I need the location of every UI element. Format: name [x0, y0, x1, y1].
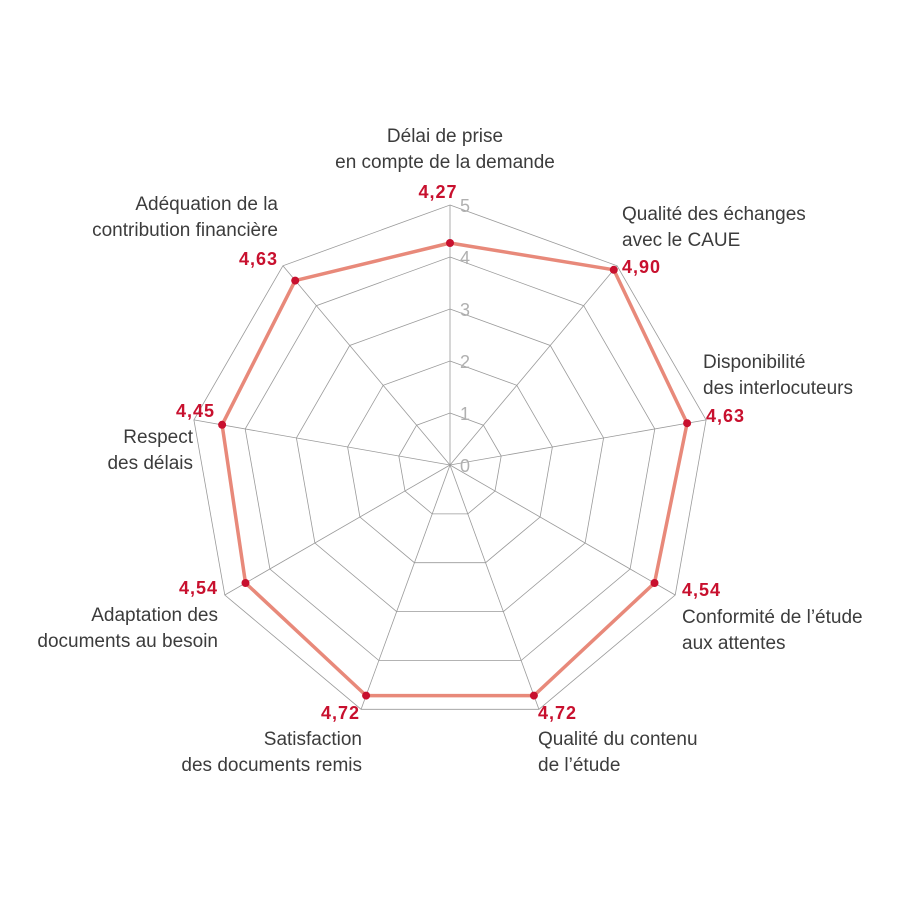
data-point — [241, 579, 250, 587]
radar-tick-labels: 0 1 2 3 4 5 — [460, 196, 470, 476]
grid-spoke — [193, 419, 451, 466]
value-label: 4,54 — [682, 580, 721, 600]
data-point — [609, 265, 618, 274]
grid-ring-3 — [295, 308, 605, 612]
data-point — [362, 691, 371, 700]
value-label: 4,27 — [418, 182, 457, 202]
axis-label: Qualité du contenu de l’étude — [538, 729, 698, 776]
grid-spoke — [449, 464, 676, 596]
grid-ring-4 — [244, 256, 656, 661]
grid-ring-5 — [193, 204, 707, 710]
value-label: 4,90 — [622, 257, 661, 277]
axis-label: Satisfaction des documents remis — [181, 729, 362, 776]
data-point — [218, 420, 227, 429]
axis-label: Adaptation des documents au besoin — [37, 605, 218, 652]
data-point — [291, 276, 300, 285]
value-label: 4,72 — [538, 703, 577, 723]
axis-label: Disponibilité des interlocuteurs — [703, 352, 853, 399]
tick-label: 3 — [460, 300, 470, 320]
value-label: 4,63 — [706, 406, 745, 426]
grid-spoke — [449, 464, 540, 710]
value-label: 4,54 — [179, 578, 218, 598]
grid-spoke — [449, 265, 618, 466]
tick-label: 5 — [460, 196, 470, 216]
radar-grid — [193, 204, 707, 710]
radar-axis-labels: Délai de prise en compte de la demande 4,2… — [37, 126, 862, 776]
grid-spoke — [224, 464, 451, 596]
tick-label: 4 — [460, 248, 470, 268]
axis-label: Délai de prise en compte de la demande — [335, 126, 555, 173]
grid-ring-2 — [347, 360, 553, 564]
value-label: 4,72 — [321, 703, 360, 723]
grid-spoke — [282, 265, 451, 466]
axis-label: Qualité des échanges avec le CAUE — [622, 204, 806, 251]
data-point — [446, 239, 454, 247]
tick-label: 2 — [460, 352, 470, 372]
series-line — [220, 241, 689, 698]
data-point — [683, 419, 692, 428]
tick-label: 0 — [460, 456, 470, 476]
data-point — [650, 579, 659, 587]
value-label: 4,63 — [239, 249, 278, 269]
axis-label: Adéquation de la contribution financière — [92, 194, 278, 241]
grid-ring-1 — [398, 412, 502, 515]
data-point — [529, 691, 538, 700]
tick-label: 1 — [460, 404, 470, 424]
grid-spoke — [449, 419, 707, 466]
grid-spoke — [360, 464, 451, 710]
value-label: 4,45 — [176, 401, 215, 421]
radar-series — [218, 239, 692, 700]
axis-label: Respect des délais — [107, 427, 193, 474]
axis-label: Conformité de l’étude aux attentes — [682, 607, 863, 654]
